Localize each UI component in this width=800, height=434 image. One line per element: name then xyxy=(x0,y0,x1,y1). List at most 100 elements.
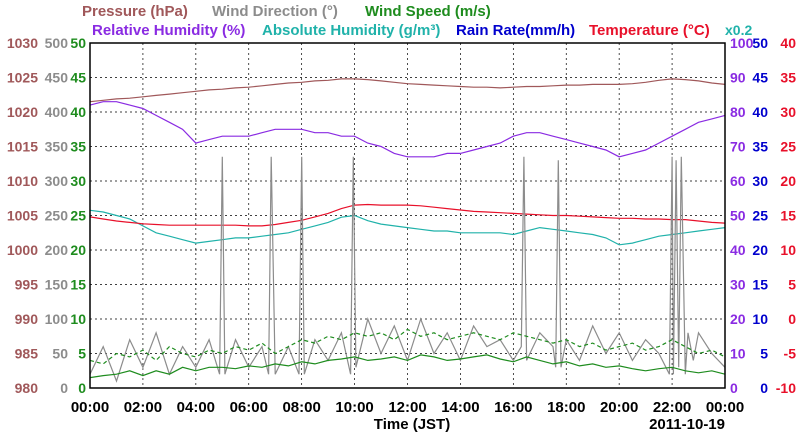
grid-lines xyxy=(90,43,725,388)
legend-wind-speed-m-s: Wind Speed (m/s) xyxy=(365,3,491,20)
y-tick-label: 40 xyxy=(752,104,768,120)
y-tick-label: 30 xyxy=(752,173,768,189)
y-tick-label: 0 xyxy=(60,380,68,396)
y-tick-label: 5 xyxy=(78,346,86,362)
y-tick-label: 60 xyxy=(730,173,746,189)
y-tick-label: 1030 xyxy=(7,35,38,51)
y-tick-label: 30 xyxy=(730,277,746,293)
y-tick-label: 15 xyxy=(70,277,86,293)
y-tick-label: 15 xyxy=(780,208,796,224)
y-tick-label: 200 xyxy=(45,242,69,258)
y-tick-label: 1025 xyxy=(7,70,38,86)
y-tick-label: 35 xyxy=(70,139,86,155)
x-axis: Time (JST) 2011-10-19 00:00 02:00 04:00 06:… xyxy=(71,399,744,433)
y-tick-label: 70 xyxy=(730,139,746,155)
y-tick-label: 10 xyxy=(730,346,746,362)
legend-temperature-c: Temperature (°C) xyxy=(589,22,710,39)
y-tick-label: 35 xyxy=(780,70,796,86)
y-tick-label: 0 xyxy=(760,380,768,396)
y-tick-label: 980 xyxy=(15,380,39,396)
legend-rain-rate-mm-h: Rain Rate(mm/h) xyxy=(456,22,575,39)
y-tick-label: 20 xyxy=(752,242,768,258)
plot-frame xyxy=(89,42,726,389)
y-tick-label: 20 xyxy=(70,242,86,258)
series-wind-speed-m-s xyxy=(89,354,726,379)
y-tick-label: 40 xyxy=(780,35,796,51)
y-tick-label: 45 xyxy=(752,70,768,86)
y-tick-label: 985 xyxy=(15,346,39,362)
x-tick-label: 16:00 xyxy=(494,399,532,416)
x-tick-label: 04:00 xyxy=(177,399,215,416)
series-wind-speed-gust-m-s-dashed xyxy=(89,328,726,365)
y-axis-pressure: 1030 1025 1020 1015 1010 1005 1000 995 990 985 980 xyxy=(7,35,38,396)
y-tick-label: 0 xyxy=(730,380,738,396)
y-tick-label: 5 xyxy=(760,346,768,362)
y-tick-label: 400 xyxy=(45,104,69,120)
x-tick-label: 20:00 xyxy=(600,399,638,416)
y-tick-label: 40 xyxy=(70,104,86,120)
series-layer xyxy=(89,78,726,383)
y-tick-label: 150 xyxy=(45,277,69,293)
x-tick-label: 22:00 xyxy=(653,399,691,416)
legend-pressure-hpa: Pressure (hPa) xyxy=(82,3,188,20)
y-tick-label: 90 xyxy=(730,70,746,86)
y-tick-label: 30 xyxy=(70,173,86,189)
x-tick-label: 08:00 xyxy=(282,399,320,416)
y-tick-label: 25 xyxy=(70,208,86,224)
y-tick-label: -5 xyxy=(784,346,797,362)
y-tick-label: 1015 xyxy=(7,139,38,155)
y-tick-label: 40 xyxy=(730,242,746,258)
legend-absolute-humidity-g-m: Absolute Humidity (g/m³) xyxy=(262,22,440,39)
legend-scale-note: x0.2 xyxy=(725,22,752,38)
y-tick-label: 250 xyxy=(45,208,69,224)
series-relative-humidity xyxy=(89,101,726,158)
y-tick-label: 300 xyxy=(45,173,69,189)
y-tick-label: 0 xyxy=(788,311,796,327)
y-tick-label: 100 xyxy=(45,311,69,327)
x-tick-label: 10:00 xyxy=(335,399,373,416)
y-tick-label: 10 xyxy=(780,242,796,258)
legend-wind-direction: Wind Direction (°) xyxy=(212,3,338,20)
y-tick-label: 1005 xyxy=(7,208,38,224)
y-tick-label: 50 xyxy=(752,35,768,51)
y-tick-label: 10 xyxy=(752,311,768,327)
y-tick-label: 0 xyxy=(78,380,86,396)
y-axes: 1030102510201015101010051000995990985980… xyxy=(7,35,796,396)
date-label: 2011-10-19 xyxy=(649,416,725,433)
y-tick-label: -10 xyxy=(776,380,796,396)
y-tick-label: 50 xyxy=(52,346,68,362)
series-pressure-hpa xyxy=(89,78,726,103)
y-tick-label: 350 xyxy=(45,139,69,155)
y-tick-label: 50 xyxy=(730,208,746,224)
x-axis-label: Time (JST) xyxy=(374,416,450,433)
y-tick-label: 45 xyxy=(70,70,86,86)
y-tick-label: 5 xyxy=(788,277,796,293)
y-tick-label: 1010 xyxy=(7,173,38,189)
y-tick-label: 20 xyxy=(780,173,796,189)
y-tick-label: 15 xyxy=(752,277,768,293)
y-tick-label: 50 xyxy=(70,35,86,51)
y-tick-label: 10 xyxy=(70,311,86,327)
y-tick-label: 1000 xyxy=(7,242,38,258)
y-tick-label: 20 xyxy=(730,311,746,327)
y-tick-label: 25 xyxy=(780,139,796,155)
legend-relative-humidity: Relative Humidity (%) xyxy=(92,22,245,39)
y-tick-label: 100 xyxy=(730,35,754,51)
y-axis-temperature: 40 35 30 25 20 15 10 5 0 -5 -10 xyxy=(776,35,796,396)
y-tick-label: 1020 xyxy=(7,104,38,120)
x-tick-label: 14:00 xyxy=(441,399,479,416)
series-temperature-c xyxy=(89,203,726,227)
x-tick-label: 18:00 xyxy=(547,399,585,416)
legend: Pressure (hPa) Wind Direction (°) Wind Spe… xyxy=(82,3,752,39)
series-absolute-humidity-g-m xyxy=(89,209,726,246)
y-tick-label: 80 xyxy=(730,104,746,120)
y-tick-label: 995 xyxy=(15,277,39,293)
x-tick-label: 02:00 xyxy=(124,399,162,416)
y-tick-label: 30 xyxy=(780,104,796,120)
y-tick-label: 25 xyxy=(752,208,768,224)
